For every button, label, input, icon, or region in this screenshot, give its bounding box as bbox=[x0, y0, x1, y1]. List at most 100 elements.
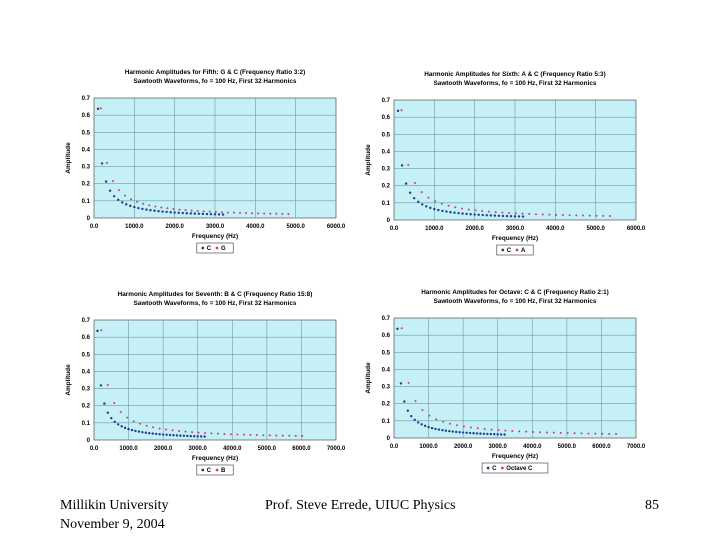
data-point bbox=[454, 206, 457, 209]
data-point bbox=[493, 433, 496, 436]
data-point bbox=[483, 428, 486, 431]
data-point bbox=[435, 418, 438, 421]
data-point bbox=[449, 422, 452, 425]
data-point bbox=[489, 214, 492, 217]
chart-subtitle: Sawtooth Waveforms, fo = 100 Hz, First 3… bbox=[434, 80, 597, 87]
data-point bbox=[582, 214, 585, 217]
y-tick-label: 0.3 bbox=[382, 167, 391, 173]
data-point bbox=[139, 422, 142, 425]
y-axis-label: Amplitude bbox=[365, 144, 372, 176]
legend-marker bbox=[515, 248, 519, 252]
data-point bbox=[197, 212, 201, 216]
legend-label: G bbox=[221, 246, 226, 252]
data-point bbox=[189, 434, 192, 438]
legend-label: A bbox=[521, 248, 526, 254]
data-point bbox=[113, 402, 116, 405]
data-point bbox=[425, 205, 428, 208]
data-point bbox=[445, 210, 448, 213]
x-tick-label: 2000.0 bbox=[154, 446, 173, 452]
y-tick-label: 0.7 bbox=[82, 96, 91, 102]
data-point bbox=[141, 207, 144, 211]
data-point bbox=[168, 433, 172, 437]
data-point bbox=[486, 432, 489, 436]
y-tick-label: 0.5 bbox=[382, 132, 391, 138]
data-point bbox=[517, 215, 521, 218]
data-point bbox=[120, 425, 123, 428]
y-tick-label: 0.6 bbox=[82, 113, 91, 119]
data-point bbox=[281, 212, 284, 215]
data-point bbox=[499, 433, 503, 436]
data-point bbox=[181, 211, 184, 215]
data-point bbox=[136, 200, 139, 203]
y-tick-label: 0.1 bbox=[382, 419, 391, 425]
data-point bbox=[451, 430, 454, 433]
data-point bbox=[456, 424, 459, 427]
y-tick-label: 0.2 bbox=[82, 404, 91, 410]
y-tick-label: 0.4 bbox=[382, 367, 391, 373]
data-point bbox=[417, 200, 420, 204]
data-point bbox=[441, 429, 444, 432]
data-point bbox=[448, 429, 451, 433]
data-point bbox=[220, 211, 223, 214]
chart-subtitle: Sawtooth Waveforms, fo = 100 Hz, First 3… bbox=[134, 300, 297, 307]
data-point bbox=[407, 163, 410, 166]
chart-title: Harmonic Amplitudes for Octave: C & C (F… bbox=[421, 289, 609, 296]
data-point bbox=[223, 432, 226, 435]
x-tick-label: 2000.0 bbox=[465, 226, 484, 232]
data-point bbox=[106, 383, 109, 386]
data-point bbox=[245, 212, 248, 215]
chart-svg: Harmonic Amplitudes for Sixth: A & C (Fr… bbox=[365, 71, 646, 256]
data-point bbox=[154, 205, 157, 208]
data-point bbox=[472, 432, 475, 435]
data-point bbox=[294, 434, 297, 437]
data-point bbox=[184, 430, 187, 433]
data-point bbox=[545, 431, 548, 434]
data-point bbox=[121, 201, 124, 204]
data-point bbox=[513, 215, 517, 218]
data-point bbox=[501, 214, 505, 218]
data-point bbox=[166, 207, 169, 210]
data-point bbox=[158, 433, 161, 436]
chart-subtitle: Sawtooth Waveforms, fo = 100 Hz, First 3… bbox=[134, 78, 297, 85]
data-point bbox=[410, 414, 413, 418]
x-tick-label: 1000.0 bbox=[419, 444, 438, 450]
data-point bbox=[133, 205, 136, 209]
x-tick-label: 1000.0 bbox=[425, 226, 444, 232]
data-point bbox=[125, 203, 128, 206]
data-point bbox=[440, 202, 443, 205]
data-point bbox=[268, 434, 271, 437]
data-point bbox=[541, 213, 544, 216]
data-point bbox=[165, 210, 168, 214]
footer-presenter: Prof. Steve Errede, UIUC Physics bbox=[265, 498, 456, 513]
y-tick-label: 0.4 bbox=[82, 147, 91, 153]
data-point bbox=[421, 409, 424, 412]
data-point bbox=[142, 202, 145, 205]
data-point bbox=[172, 434, 175, 437]
data-point bbox=[130, 428, 134, 432]
data-point bbox=[407, 381, 410, 384]
data-point bbox=[161, 210, 164, 213]
data-point bbox=[476, 427, 479, 430]
footer-date: November 9, 2004 bbox=[60, 517, 165, 532]
data-point bbox=[602, 214, 605, 217]
data-point bbox=[213, 213, 217, 216]
legend-box bbox=[481, 462, 549, 474]
data-point bbox=[287, 212, 290, 215]
data-point bbox=[481, 210, 484, 213]
series-other bbox=[99, 107, 290, 215]
data-point bbox=[467, 208, 470, 211]
legend-label: B bbox=[221, 468, 226, 474]
data-point bbox=[428, 414, 431, 417]
data-point bbox=[534, 213, 537, 216]
data-point bbox=[155, 432, 158, 436]
y-tick-label: 0.6 bbox=[382, 333, 391, 339]
data-point bbox=[479, 432, 482, 435]
x-tick-label: 2000.0 bbox=[165, 224, 184, 230]
x-tick-label: 0.0 bbox=[390, 444, 399, 450]
data-point bbox=[469, 426, 472, 429]
x-tick-label: 0.0 bbox=[90, 446, 99, 452]
data-point bbox=[171, 429, 174, 432]
data-point bbox=[511, 429, 514, 432]
